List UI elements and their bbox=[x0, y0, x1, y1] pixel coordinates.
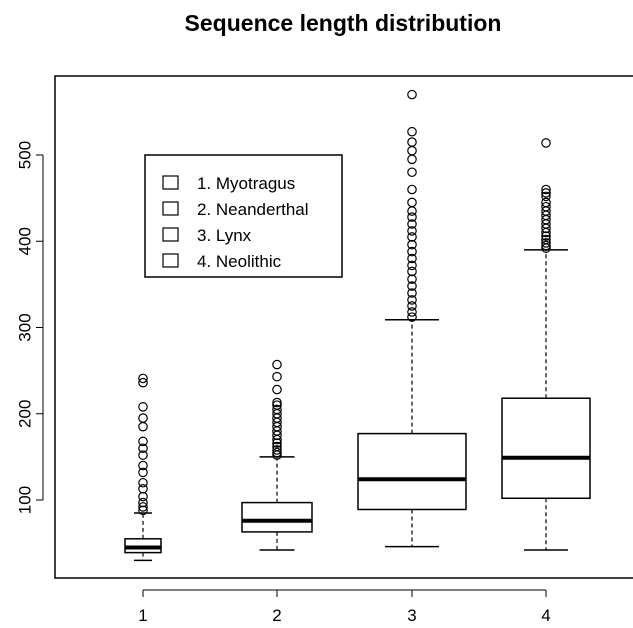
chart-title: Sequence length distribution bbox=[184, 10, 502, 36]
outlier-2-14 bbox=[272, 397, 282, 408]
outlier-1-12 bbox=[138, 413, 148, 423]
outlier-2-4 bbox=[272, 438, 282, 448]
plot-frame bbox=[54, 75, 633, 579]
outlier-3-15 bbox=[407, 212, 417, 222]
outlier-3-20 bbox=[407, 154, 417, 165]
x-tick-label-2: 2 bbox=[272, 606, 281, 625]
outlier-3-23 bbox=[407, 126, 417, 137]
outlier-4-12 bbox=[541, 197, 551, 208]
outlier-2-15 bbox=[272, 384, 282, 395]
outlier-1-11 bbox=[138, 421, 148, 432]
outlier-3-11 bbox=[407, 239, 417, 250]
outlier-4-2 bbox=[541, 238, 551, 248]
outlier-1-13 bbox=[138, 402, 148, 412]
outlier-1-10 bbox=[138, 436, 148, 447]
y-tick-label-200: 200 bbox=[15, 400, 34, 428]
x-tick-label-3: 3 bbox=[407, 606, 416, 625]
outlier-3-2 bbox=[407, 301, 417, 311]
outlier-3-14 bbox=[407, 219, 417, 229]
outlier-4-15 bbox=[541, 184, 551, 195]
outlier-1-7 bbox=[138, 460, 148, 471]
legend-swatch-4 bbox=[162, 253, 179, 268]
outlier-4-14 bbox=[541, 188, 551, 198]
box-3 bbox=[357, 432, 467, 511]
x-tick-label-1: 1 bbox=[138, 606, 147, 625]
box-4 bbox=[501, 397, 591, 500]
legend-swatch-3 bbox=[162, 227, 179, 242]
outlier-1-9 bbox=[138, 443, 148, 454]
outlier-2-17 bbox=[272, 359, 282, 370]
outlier-2-1 bbox=[272, 447, 282, 458]
outlier-3-4 bbox=[407, 288, 417, 298]
outlier-4-3 bbox=[541, 234, 551, 245]
outlier-3-0 bbox=[407, 312, 417, 322]
outlier-4-4 bbox=[541, 231, 551, 241]
legend-label-1: 1. Myotragus bbox=[197, 174, 295, 193]
box-2 bbox=[241, 501, 313, 533]
outlier-4-13 bbox=[541, 191, 551, 202]
outlier-1-5 bbox=[138, 477, 148, 488]
legend-swatch-1 bbox=[162, 175, 179, 190]
outlier-3-3 bbox=[407, 295, 417, 305]
outlier-1-1 bbox=[138, 502, 148, 512]
outlier-1-2 bbox=[138, 497, 148, 508]
outlier-1-8 bbox=[138, 450, 148, 460]
outlier-2-16 bbox=[272, 371, 282, 382]
outlier-3-1 bbox=[407, 307, 417, 317]
x-tick-label-4: 4 bbox=[541, 606, 550, 625]
outlier-1-3 bbox=[138, 491, 148, 502]
outlier-3-17 bbox=[407, 197, 417, 208]
outlier-3-22 bbox=[407, 137, 417, 147]
legend-label-3: 3. Lynx bbox=[197, 226, 252, 245]
outlier-1-6 bbox=[138, 467, 148, 478]
outlier-3-19 bbox=[407, 167, 417, 178]
outlier-3-7 bbox=[407, 266, 417, 277]
outlier-3-13 bbox=[407, 226, 417, 236]
outlier-2-12 bbox=[272, 404, 282, 415]
legend-label-2: 2. Neanderthal bbox=[197, 200, 309, 219]
outlier-3-10 bbox=[407, 246, 417, 257]
outlier-3-12 bbox=[407, 232, 417, 242]
outlier-3-9 bbox=[407, 253, 417, 264]
outlier-4-1 bbox=[541, 240, 551, 251]
outlier-2-2 bbox=[272, 445, 282, 455]
outlier-3-5 bbox=[407, 281, 417, 291]
legend-label-4: 4. Neolithic bbox=[197, 252, 282, 271]
outlier-1-0 bbox=[138, 505, 148, 516]
outlier-4-11 bbox=[541, 201, 551, 212]
outlier-3-16 bbox=[407, 206, 417, 216]
outlier-4-16 bbox=[541, 138, 551, 148]
outlier-3-18 bbox=[407, 184, 417, 195]
y-tick-label-100: 100 bbox=[15, 486, 34, 514]
y-tick-label-500: 500 bbox=[15, 141, 34, 169]
outlier-2-13 bbox=[272, 400, 282, 410]
outlier-1-15 bbox=[138, 373, 148, 384]
outlier-3-8 bbox=[407, 260, 417, 271]
outlier-3-6 bbox=[407, 274, 417, 284]
outlier-3-21 bbox=[407, 145, 417, 156]
y-tick-label-400: 400 bbox=[15, 227, 34, 255]
outlier-2-3 bbox=[272, 441, 282, 452]
outlier-1-14 bbox=[138, 377, 148, 388]
y-tick-label-300: 300 bbox=[15, 313, 34, 341]
outlier-3-24 bbox=[407, 89, 417, 100]
outlier-1-4 bbox=[138, 483, 148, 494]
legend-swatch-2 bbox=[162, 201, 179, 216]
